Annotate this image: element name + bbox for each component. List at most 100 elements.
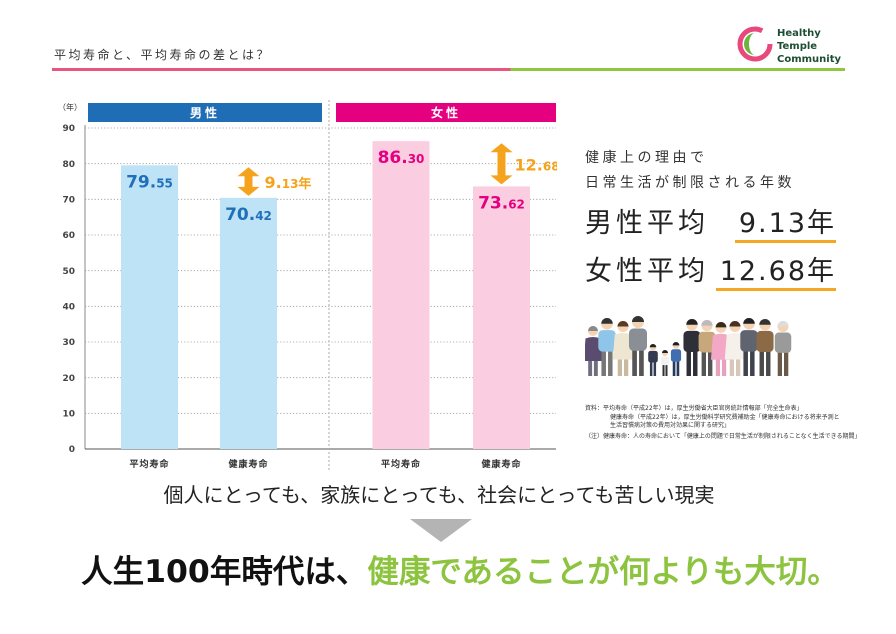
person-leg	[649, 361, 653, 376]
person-figure	[661, 350, 669, 376]
headline-lead: 人生100年時代は、	[81, 554, 368, 590]
person-figure	[670, 342, 682, 376]
person-body	[661, 356, 669, 366]
chart-panel-male: 男性 79.55 平均寿命 70.42 健康寿命 9.13年	[88, 103, 322, 470]
bar	[473, 186, 530, 449]
person-figure	[598, 318, 616, 376]
y-tick-label: 70	[62, 196, 75, 206]
person-leg	[588, 354, 593, 376]
person-hair	[672, 342, 680, 346]
person-body	[612, 333, 634, 360]
person-hair	[617, 321, 629, 327]
person-leg	[743, 350, 748, 376]
person-body	[740, 330, 758, 352]
family-generations-illustration-icon	[585, 316, 792, 376]
y-tick-label: 40	[62, 303, 75, 313]
logo-text-line: Community	[777, 54, 842, 65]
source-note: 健康寿命（平成22年）は，厚生労働科学研究費補助金「健康寿命における将来予測と	[610, 414, 840, 421]
label-part: 42	[255, 209, 272, 223]
y-tick-label: 20	[62, 374, 75, 384]
label-part: 12.	[515, 155, 543, 174]
person-figure	[756, 319, 774, 376]
label-part: 68	[543, 159, 560, 173]
person-hair	[701, 320, 713, 326]
life-expectancy-bar-chart: （年） 0 10 20 30 40 50 60 70 80 90 男性 79.55 平均寿命 70.42 健康…	[58, 100, 560, 470]
logo-leaf	[744, 33, 755, 55]
label-part: 13	[282, 177, 299, 191]
person-leg	[601, 350, 606, 376]
slide-title: 平均寿命と、平均寿命の差とは？	[54, 48, 272, 62]
label-part: 55	[156, 176, 173, 190]
x-category-label: 健康寿命	[228, 458, 268, 470]
summary-female-value: 12.68年	[715, 256, 836, 291]
person-leg	[777, 351, 783, 376]
person-leg	[721, 352, 727, 376]
label-part: 62	[508, 197, 525, 211]
bar-value-label: 70.42	[225, 205, 272, 225]
label-part: 79.	[126, 172, 156, 192]
panel-header-bar	[336, 103, 556, 122]
person-leg	[693, 351, 698, 376]
summary-heading-line: 健康上の理由で	[585, 150, 708, 166]
difference-arrow-icon	[490, 143, 513, 185]
label-part: 30	[408, 152, 425, 166]
difference-arrow-icon	[237, 167, 260, 196]
person-hair	[715, 322, 727, 328]
header-rule	[52, 68, 845, 71]
person-body	[724, 333, 746, 360]
person-leg	[623, 351, 629, 376]
down-arrow-shape	[410, 519, 472, 542]
person-leg	[686, 351, 691, 376]
person-leg	[662, 364, 665, 376]
source-note: 資料：平均寿命（平成22年）は，厚生労働省大臣官房統計情報部「完全生命表」	[585, 405, 803, 412]
panel-header-bar	[88, 103, 322, 122]
bar	[220, 197, 277, 449]
person-hair	[686, 319, 698, 325]
person-leg	[676, 360, 680, 376]
person-body	[774, 332, 792, 353]
x-category-label: 平均寿命	[129, 458, 169, 470]
person-figure	[629, 316, 647, 376]
healthy-temple-community-logo-icon	[737, 26, 773, 62]
person-leg	[766, 351, 771, 376]
down-arrow-icon	[410, 519, 472, 542]
summary-male-value: 9.13年	[734, 208, 836, 243]
person-leg	[708, 351, 713, 376]
bar-value-label: 86.30	[378, 148, 425, 168]
person-figure	[585, 326, 603, 376]
chart-panel-female: 女性 86.30 平均寿命 73.62 健康寿命 12.68	[336, 103, 560, 470]
person-leg	[735, 351, 741, 376]
y-tick-label: 0	[69, 445, 75, 455]
footnote: （注）健康寿命：人の寿命において「健康上の問題で日常生活が制限されることなく生活…	[585, 433, 861, 440]
person-leg	[672, 360, 676, 376]
bar-value-label: 73.62	[478, 193, 525, 213]
person-leg	[632, 349, 637, 376]
summary-male-label: 男性平均	[585, 208, 709, 239]
summary-female-label: 女性平均	[585, 256, 709, 287]
person-body	[670, 349, 682, 362]
panel-header-label: 男性	[190, 105, 220, 120]
person-hair	[588, 326, 598, 331]
reality-statement: 個人にとっても、家族にとっても、社会にとっても苦しい現実	[163, 483, 715, 507]
person-hair	[777, 321, 789, 327]
bar-value-label: 79.55	[126, 172, 173, 192]
x-category-label: 平均寿命	[381, 458, 421, 470]
difference-label: 9.13年	[265, 173, 312, 192]
person-leg	[750, 350, 755, 376]
person-leg	[608, 350, 613, 376]
person-hair	[743, 318, 755, 324]
person-body	[598, 330, 616, 352]
person-leg	[729, 351, 735, 376]
person-figure	[612, 321, 634, 376]
person-body	[683, 330, 701, 353]
label-part: 86.	[378, 148, 408, 168]
person-leg	[759, 351, 764, 376]
panel-header-label: 女性	[431, 105, 461, 120]
chart-plot-area: （年） 0 10 20 30 40 50 60 70 80 90 男性 79.55 平均寿命 70.42 健康…	[58, 100, 560, 470]
y-tick-label: 90	[62, 124, 75, 134]
person-body	[756, 330, 774, 353]
person-hair	[649, 344, 657, 348]
person-hair	[759, 319, 771, 325]
source-note: 生活習慣病対策の費用対効果に関する研究」	[610, 422, 731, 429]
